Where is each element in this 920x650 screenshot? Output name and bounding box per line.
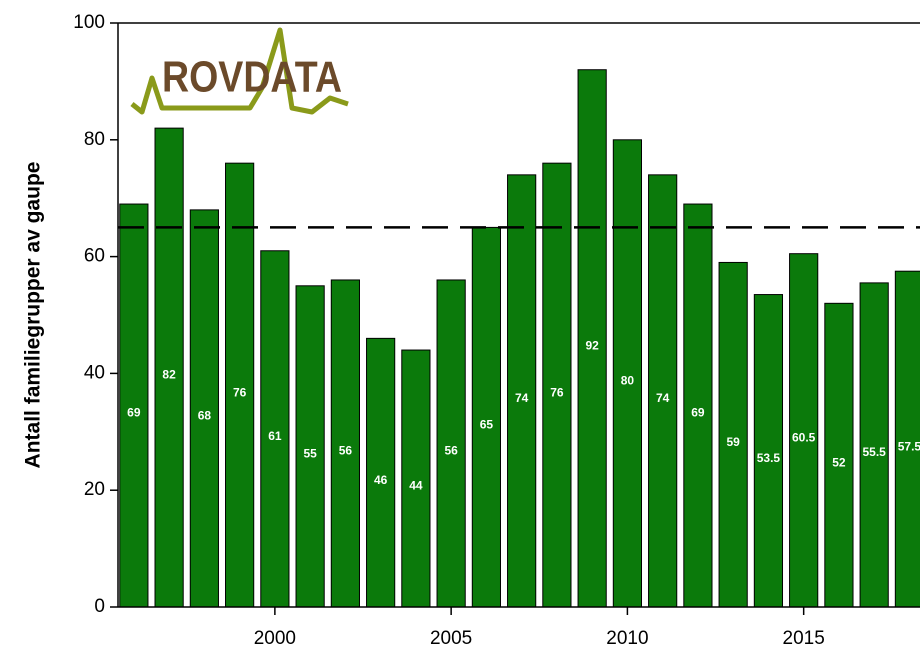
y-tick-label: 40 (84, 362, 105, 383)
value-label: 57.5 (898, 439, 920, 453)
value-label: 61 (268, 429, 282, 443)
y-tick-label: 100 (73, 12, 105, 33)
value-label: 76 (233, 385, 247, 399)
value-label: 56 (339, 444, 353, 458)
bar (189, 209, 219, 608)
logo-text: ROVDATA (162, 53, 342, 102)
value-label: 82 (162, 368, 176, 382)
value-label: 68 (198, 409, 212, 423)
bar (683, 203, 713, 608)
bar (824, 302, 854, 608)
bar (119, 203, 149, 608)
value-label: 76 (550, 385, 564, 399)
logo: ROVDATA (128, 27, 356, 120)
x-tick-label: 2010 (606, 628, 648, 649)
y-axis-label: Antall familiegrupper av gaupe (22, 162, 45, 469)
bar (894, 270, 920, 608)
value-label: 69 (691, 406, 705, 420)
value-label: 92 (585, 339, 599, 353)
bar (471, 226, 501, 608)
y-tick-label: 0 (94, 596, 105, 617)
y-tick-label: 20 (84, 479, 105, 500)
value-label: 60.5 (792, 431, 816, 445)
value-label: 80 (621, 374, 635, 388)
y-tick-label: 80 (84, 129, 105, 150)
bar (718, 261, 748, 608)
bar (154, 127, 184, 608)
value-label: 74 (515, 391, 529, 405)
value-label: 55 (303, 447, 317, 461)
logo-line (130, 27, 349, 115)
value-label: 69 (127, 406, 141, 420)
value-label: 59 (726, 435, 740, 449)
value-label: 44 (409, 479, 423, 493)
value-label: 55.5 (862, 445, 886, 459)
value-label: 53.5 (757, 451, 781, 465)
bar (507, 174, 537, 608)
value-label: 46 (374, 473, 388, 487)
bar (753, 294, 784, 608)
bar (225, 162, 255, 608)
value-label: 52 (832, 455, 846, 469)
bar (577, 69, 607, 608)
x-tick-label: 2015 (783, 628, 825, 649)
bar (648, 174, 678, 608)
y-tick-label: 60 (84, 246, 105, 267)
value-label: 65 (480, 417, 494, 431)
value-label: 74 (656, 391, 670, 405)
x-tick-label: 2000 (254, 628, 296, 649)
value-label: 56 (444, 444, 458, 458)
bar (859, 282, 889, 608)
bar (789, 253, 819, 608)
x-tick-label: 2005 (430, 628, 472, 649)
bar (295, 285, 325, 608)
bar (366, 337, 396, 608)
bar (436, 279, 466, 608)
